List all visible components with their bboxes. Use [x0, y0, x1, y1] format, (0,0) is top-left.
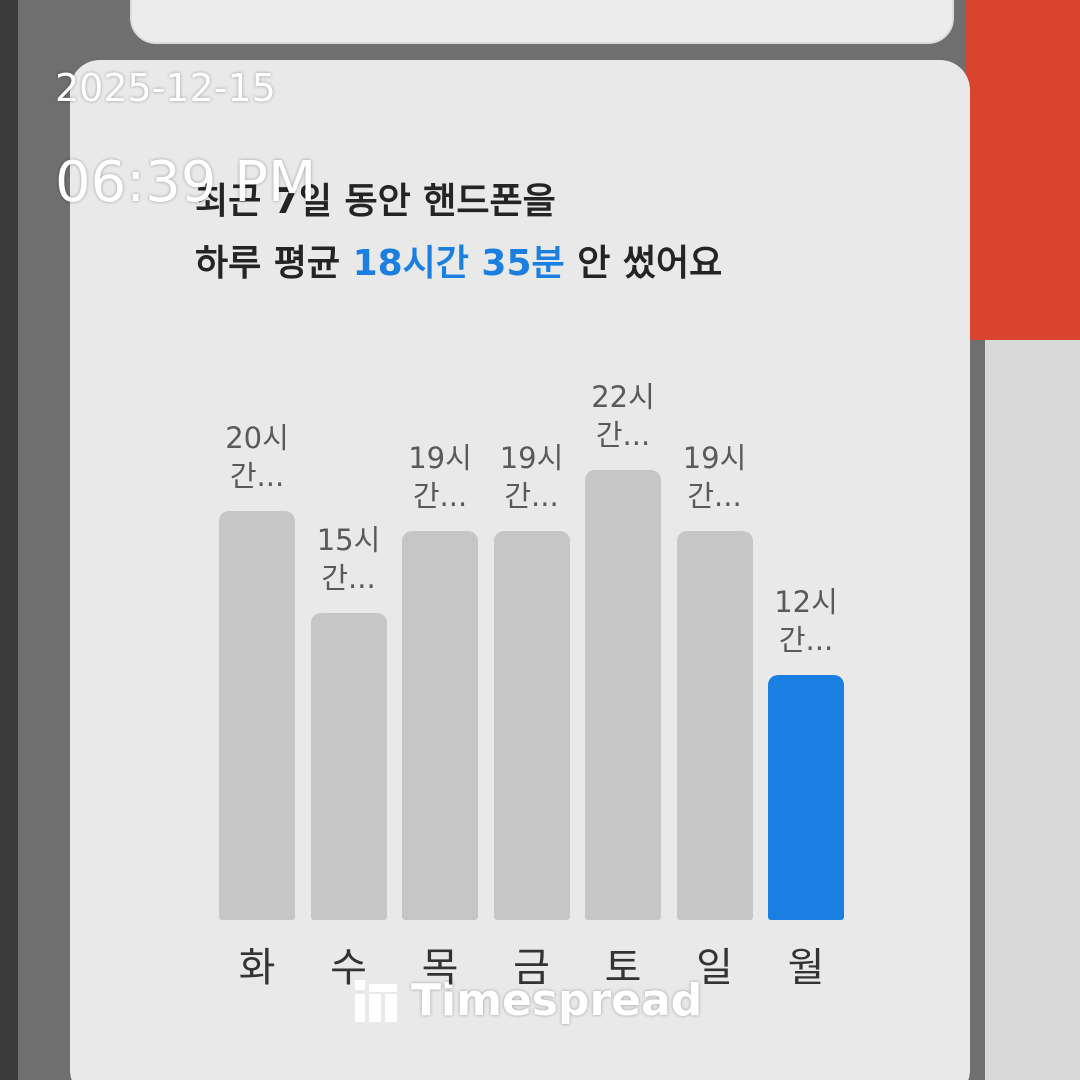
subtitle-highlight: 18시간 35분 [352, 243, 565, 284]
value-label: 19시 간... [499, 441, 564, 514]
bar [768, 674, 844, 920]
photo-edge [0, 0, 18, 1080]
watermark-icon [355, 979, 397, 1022]
bar [585, 470, 661, 920]
subtitle-text: 하루 평균 [195, 243, 341, 284]
bar [676, 531, 753, 920]
value-label: 12시 간... [774, 584, 838, 657]
watermark-text: Timespread [411, 975, 703, 1026]
chart-subtitle: 하루 평균 18시간 35분 안 썼어요 [195, 234, 722, 286]
card [130, 0, 954, 44]
time-stamp: 06:39 PM [55, 150, 317, 215]
chart-title: 최근 7일 동안 핸드폰을 [195, 181, 556, 222]
bar [493, 531, 570, 920]
x-tick-label: 일 [696, 945, 733, 991]
x-tick-label: 목 [421, 945, 459, 991]
bar [310, 613, 387, 920]
value-label: 19시 간... [408, 441, 472, 514]
background-object [965, 0, 1080, 340]
x-tick-label: 화 [238, 945, 276, 991]
watermark: Timespread [355, 975, 702, 1026]
x-tick-label: 월 [787, 945, 825, 991]
subtitle-text: 안 썼어요 [577, 243, 723, 284]
x-tick-label: 수 [330, 945, 367, 991]
x-tick-label: 금 [513, 945, 550, 991]
value-label: 19시 간... [682, 441, 747, 514]
value-label: 15시 간... [316, 523, 381, 596]
value-label: 20시 간... [225, 420, 289, 493]
x-tick-label: 토 [604, 945, 642, 991]
bar [402, 531, 478, 920]
value-label: 22시 간... [591, 380, 655, 452]
bar [219, 510, 295, 920]
date-stamp: 2025-12-15 [55, 66, 276, 110]
